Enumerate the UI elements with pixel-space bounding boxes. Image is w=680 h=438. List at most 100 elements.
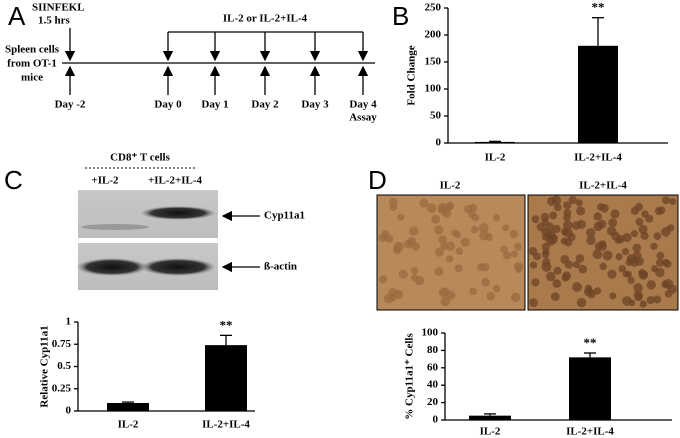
cell <box>576 206 586 216</box>
day: Day 3 <box>301 99 329 111</box>
y-tick-label: 0 <box>433 414 439 426</box>
duration: 1.5 hrs <box>38 15 71 27</box>
bar <box>205 345 247 411</box>
day: Day 1 <box>201 99 228 111</box>
y-tick-label: 50 <box>430 110 442 122</box>
cell <box>593 212 603 221</box>
bar <box>475 141 515 143</box>
treatment: IL-2 or IL-2+IL-4 <box>223 13 308 25</box>
cell <box>664 289 673 298</box>
cell <box>596 203 605 211</box>
y-tick-label: 0.5 <box>57 360 71 372</box>
cell <box>438 235 447 244</box>
cell <box>632 243 642 253</box>
cell <box>547 196 557 206</box>
cell <box>655 258 665 268</box>
cell <box>384 234 394 243</box>
cell <box>651 265 659 273</box>
cell <box>563 227 573 238</box>
cell <box>531 278 540 287</box>
cell <box>592 249 603 260</box>
cell <box>667 224 675 232</box>
cell <box>618 264 626 273</box>
axis <box>444 333 672 421</box>
cell <box>502 224 510 232</box>
cell <box>630 230 639 238</box>
significance: ** <box>220 317 233 332</box>
cell <box>426 203 437 213</box>
micrograph-title: IL-2 <box>440 180 461 192</box>
y-axis-label: Fold Change <box>406 45 418 105</box>
axis <box>447 8 668 144</box>
cell <box>568 195 577 205</box>
cell <box>409 226 419 236</box>
cell <box>469 287 477 296</box>
cell <box>615 253 623 261</box>
y-tick-label: 1 <box>66 316 72 328</box>
y-tick-label: 0.75 <box>52 338 72 350</box>
y-axis-label: % Cyp11a1⁺ Cells <box>404 333 416 420</box>
cell <box>510 292 521 303</box>
cell <box>514 265 523 273</box>
y-tick-label: 100 <box>422 327 439 339</box>
y-tick-label: 20 <box>427 396 439 408</box>
cell <box>471 213 480 222</box>
cell <box>638 224 648 234</box>
cell <box>554 203 562 212</box>
y-tick-label: 60 <box>427 361 439 373</box>
cell <box>634 202 644 212</box>
cell <box>641 210 649 218</box>
cell <box>440 242 449 251</box>
cell <box>608 218 618 227</box>
micrograph-title: IL-2+IL-4 <box>579 180 627 192</box>
cell <box>571 221 581 230</box>
cell <box>531 215 540 224</box>
bar <box>569 357 611 420</box>
cell <box>486 291 495 301</box>
cell <box>438 288 448 298</box>
cell <box>464 204 473 214</box>
cell <box>394 289 404 299</box>
cell <box>446 255 454 263</box>
cell <box>606 226 617 236</box>
panel-letter: B <box>392 1 409 31</box>
cell <box>621 247 630 256</box>
bar <box>469 415 511 420</box>
cell <box>549 233 558 242</box>
cell <box>593 221 603 232</box>
day: Day 4 <box>349 99 377 111</box>
day: Day 0 <box>154 99 182 111</box>
cell <box>610 209 620 219</box>
y-axis-label: Relative Cyp11a1 <box>39 325 51 407</box>
cell <box>662 196 670 205</box>
significance: ** <box>584 335 597 350</box>
cell <box>638 270 649 280</box>
cell <box>633 290 643 300</box>
day: Day 2 <box>251 99 279 111</box>
cell <box>492 284 501 293</box>
cell <box>586 235 596 245</box>
cell <box>514 242 522 251</box>
y-tick-label: 80 <box>427 344 439 356</box>
cell <box>634 256 644 266</box>
cell <box>378 275 388 284</box>
blot-band <box>140 258 216 276</box>
cell <box>622 232 632 243</box>
cell <box>529 261 538 269</box>
cell <box>625 258 633 267</box>
cell <box>410 266 419 275</box>
cell <box>653 295 662 304</box>
cell <box>599 262 607 271</box>
cell <box>576 297 587 308</box>
cell <box>563 201 572 210</box>
panel-letter: A <box>8 1 26 31</box>
x-tick-label: IL-2+IL-4 <box>574 152 622 164</box>
cell <box>578 264 588 274</box>
cell <box>470 225 479 234</box>
cell <box>628 299 636 307</box>
cell <box>455 247 464 255</box>
cell <box>650 242 658 250</box>
cell <box>510 250 518 258</box>
cell <box>549 211 558 220</box>
